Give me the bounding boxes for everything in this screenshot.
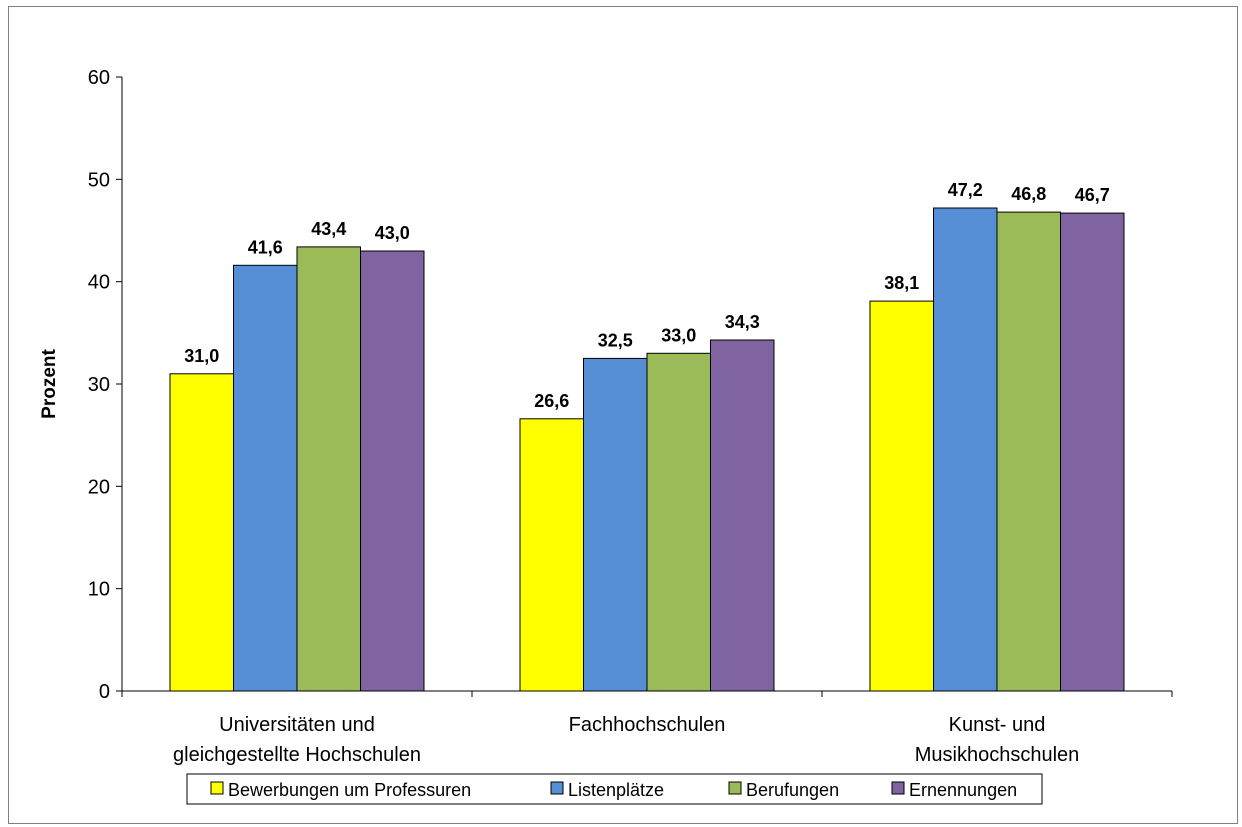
data-label-3-2: 47,2: [948, 180, 983, 200]
bar-1-4: [360, 250, 425, 692]
bar-2-1: [519, 418, 584, 692]
data-label-1-1: 31,0: [184, 346, 219, 366]
y-tick-label-6: 60: [88, 67, 110, 89]
bar-3-1: [869, 300, 934, 692]
chart-frame: 0 10 20 30 40 50 60 Universitäten und gleichgest…: [8, 6, 1238, 824]
bar-1-2: [233, 264, 298, 692]
bar-3-3: [996, 211, 1061, 692]
category-label-3-1: Kunst- und: [949, 714, 1046, 736]
category-label-1-1: Universitäten und: [219, 714, 375, 736]
y-tick-label-2: 20: [88, 476, 110, 498]
category-label-3-2: Musikhochschulen: [915, 744, 1080, 766]
bars-layer: [169, 207, 1125, 692]
bar-2-3: [646, 352, 711, 692]
legend-swatch-3: [728, 781, 742, 795]
axes-layer: 0 10 20 30 40 50 60 Universitäten und gleichgest…: [39, 67, 1173, 766]
legend-label-2: Listenplätze: [568, 780, 664, 800]
legend-swatch-4: [891, 781, 905, 795]
y-tick-label-3: 30: [88, 374, 110, 396]
category-label-2-1: Fachhochschulen: [569, 714, 726, 736]
bar-2-2: [583, 357, 648, 692]
bar-2-4: [710, 339, 775, 692]
y-axis-title: Prozent: [39, 348, 60, 418]
data-label-2-1: 26,6: [534, 391, 569, 411]
bar-chart: 0 10 20 30 40 50 60 Universitäten und gleichgest…: [39, 67, 1173, 805]
bar-3-4: [1060, 212, 1125, 692]
y-tick-label-5: 50: [88, 169, 110, 191]
bar-3-2: [933, 207, 998, 692]
data-label-1-2: 41,6: [248, 237, 283, 257]
category-label-1-2: gleichgestellte Hochschulen: [173, 744, 421, 766]
legend-label-1: Bewerbungen um Professuren: [228, 780, 471, 800]
data-label-2-2: 32,5: [598, 330, 633, 350]
data-label-3-4: 46,7: [1075, 185, 1110, 205]
bar-1-1: [169, 373, 234, 692]
legend-label-4: Ernennungen: [909, 780, 1017, 800]
data-label-3-1: 38,1: [884, 273, 919, 293]
legend: Bewerbungen um Professuren Listenplätze Be…: [186, 773, 1043, 805]
y-tick-label-0: 0: [99, 681, 110, 703]
y-tick-label-4: 40: [88, 272, 110, 294]
legend-swatch-1: [210, 781, 224, 795]
y-tick-label-1: 10: [88, 579, 110, 601]
data-label-1-4: 43,0: [375, 223, 410, 243]
data-labels-layer: 31,0 41,6 43,4 43,0 26,6 32,5 33,0 34,3 38,1 47,2…: [184, 180, 1110, 411]
data-label-3-3: 46,8: [1011, 184, 1046, 204]
legend-label-3: Berufungen: [746, 780, 839, 800]
bar-1-3: [296, 246, 361, 692]
data-label-2-3: 33,0: [661, 325, 696, 345]
data-label-2-4: 34,3: [725, 312, 760, 332]
data-label-1-3: 43,4: [311, 219, 346, 239]
legend-swatch-2: [550, 781, 564, 795]
